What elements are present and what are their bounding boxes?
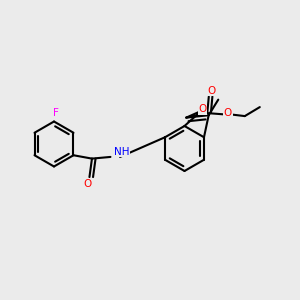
Text: O: O: [208, 85, 216, 96]
Text: F: F: [52, 108, 59, 118]
Text: O: O: [84, 179, 92, 189]
Text: O: O: [199, 104, 207, 114]
Text: NH: NH: [114, 146, 130, 157]
Text: O: O: [224, 108, 232, 118]
